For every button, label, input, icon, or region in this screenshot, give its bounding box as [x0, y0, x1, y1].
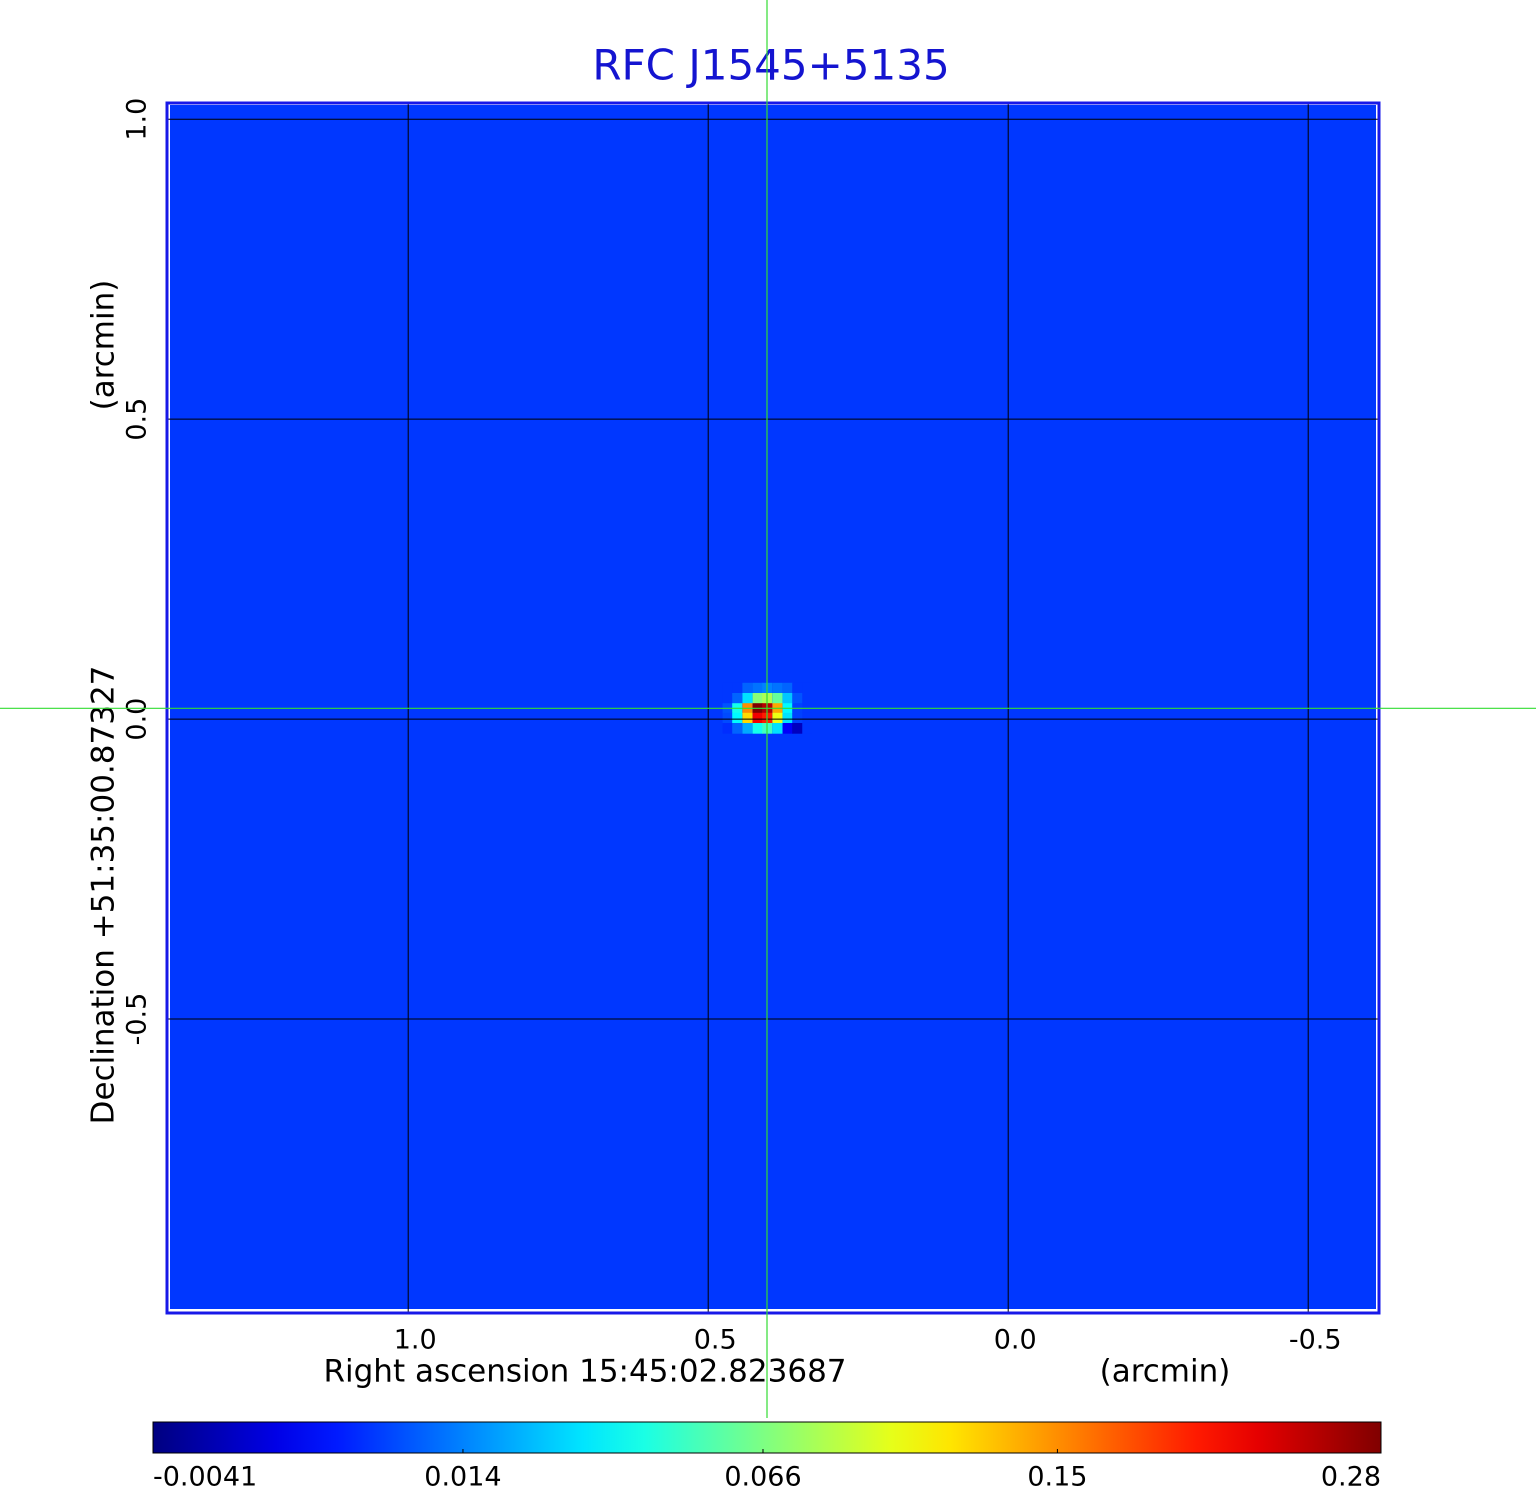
image-pixel [802, 722, 813, 734]
colorbar-tick-label: -0.0041 [153, 1462, 257, 1493]
image-pixel [722, 712, 733, 724]
image-pixel [802, 712, 813, 724]
colorbar-tick-label: 0.014 [424, 1462, 501, 1493]
x-tick-label: 0.5 [694, 1325, 737, 1356]
image-pixel [752, 722, 763, 734]
image-pixel [742, 682, 753, 694]
image-pixel [722, 722, 733, 734]
x-tick-label: -0.5 [1289, 1325, 1342, 1356]
image-pixel [782, 722, 793, 734]
image-pixel [752, 693, 763, 704]
image-pixel [722, 693, 733, 704]
image-pixel [792, 693, 803, 704]
image-pixel [732, 712, 743, 724]
y-axis-label: Declination +51:35:00.87327 [86, 666, 122, 1125]
image-pixel [792, 712, 803, 724]
y-axis-unit: (arcmin) [86, 280, 122, 411]
image-pixel [772, 712, 783, 724]
y-tick-label: 0.0 [122, 698, 153, 741]
image-pixel [802, 682, 813, 694]
image-pixel [752, 712, 763, 724]
image-pixel [732, 682, 743, 694]
image-pixel [742, 712, 753, 724]
colorbar-tick-label: 0.15 [1027, 1462, 1087, 1493]
y-tick-label: -0.5 [122, 993, 153, 1046]
image-pixel [742, 722, 753, 734]
image-pixel [802, 693, 813, 704]
colorbar-tick-label: 0.28 [1321, 1462, 1381, 1493]
image-pixel [792, 682, 803, 694]
chart-title: RFC J1545+5135 [592, 41, 949, 90]
image-pixel [772, 682, 783, 694]
x-tick-label: 0.0 [994, 1325, 1037, 1356]
image-pixel [782, 682, 793, 694]
colorbar-tick-label: 0.066 [724, 1462, 801, 1493]
image-pixel [792, 722, 803, 734]
colorbar [152, 1421, 1382, 1454]
x-axis-label: Right ascension 15:45:02.823687 [323, 1354, 846, 1390]
image-pixel [722, 682, 733, 694]
image-pixel [772, 722, 783, 734]
y-tick-label: 0.5 [122, 398, 153, 441]
x-tick-label: 1.0 [394, 1325, 437, 1356]
image-pixel [772, 693, 783, 704]
image-pixel [732, 693, 743, 704]
image-pixel [782, 712, 793, 724]
x-axis-unit: (arcmin) [1100, 1354, 1231, 1390]
y-tick-label: 1.0 [122, 98, 153, 141]
image-pixel [782, 693, 793, 704]
image-pixel [752, 682, 763, 694]
image-pixel [732, 722, 743, 734]
image-pixel [742, 693, 753, 704]
